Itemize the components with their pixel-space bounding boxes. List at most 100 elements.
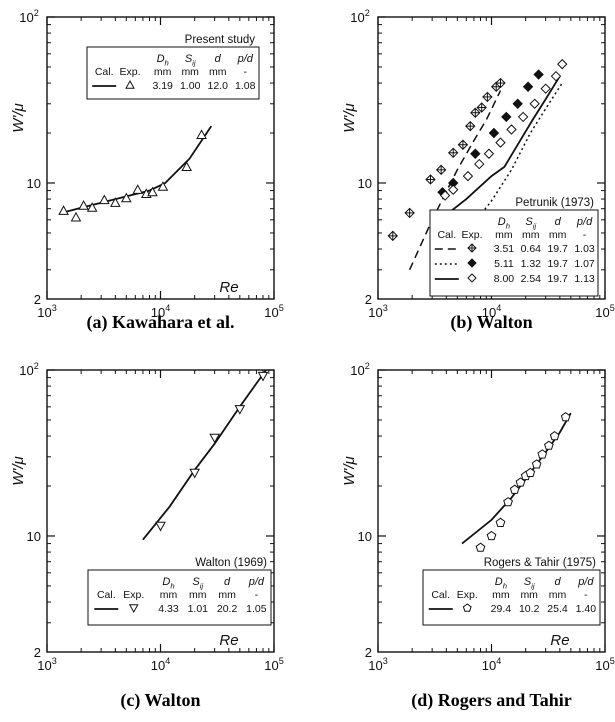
data-point — [549, 430, 560, 441]
legend-header: Cal. — [95, 66, 114, 78]
legend-value: 10.2 — [519, 603, 540, 615]
y-tick-label: 102 — [19, 8, 39, 25]
legend-header: - — [255, 589, 259, 601]
legend-header: mm — [492, 589, 510, 601]
legend-header: Dh — [157, 53, 169, 67]
data-point — [120, 192, 132, 203]
legend-header: mm — [218, 589, 236, 601]
chart-panel-3: 103 104 105 2 10 102 Re W'/μ Walton (1969) Cal. Ex… — [10, 361, 284, 711]
legend-value: 4.33 — [158, 603, 179, 615]
legend-header: Dh — [498, 216, 510, 230]
y-axis: 2 10 102 — [350, 361, 605, 660]
y-tick-label: 10 — [358, 529, 372, 544]
legend-header: d — [554, 576, 561, 588]
data-point — [501, 111, 512, 123]
data-point — [196, 129, 207, 139]
legend-header: p/d — [237, 53, 254, 65]
legend-header: Sij — [525, 216, 536, 230]
legend-value: 1.03 — [574, 243, 595, 255]
legend-header: Dh — [162, 576, 174, 590]
legend-value: 1.00 — [180, 80, 201, 92]
series-line — [142, 369, 267, 541]
legend-value: 0.64 — [521, 243, 542, 255]
legend-header: Exp. — [457, 589, 478, 601]
data-point — [448, 184, 459, 195]
panel-caption: (b) Walton — [450, 312, 532, 333]
legend-title: Walton (1969) — [195, 557, 267, 569]
x-axis-label: Re — [219, 632, 238, 649]
legend-value: 1.07 — [574, 258, 595, 270]
legend-value: 1.05 — [246, 603, 267, 615]
data-point — [181, 161, 193, 171]
legend-marker — [462, 603, 472, 612]
x-axis-label: Re — [550, 632, 569, 649]
x-tick-label: 105 — [595, 303, 615, 320]
data-point — [157, 181, 169, 191]
data-point — [109, 197, 121, 207]
legend-box — [429, 209, 599, 297]
legend-header: mm — [181, 66, 199, 78]
legend-value: 12.0 — [208, 80, 229, 92]
legend-marker — [128, 604, 139, 614]
legend-value: 1.13 — [574, 273, 595, 285]
series-group — [387, 58, 568, 271]
legend-header: - — [584, 589, 588, 601]
data-point — [155, 521, 166, 532]
y-tick-label: 102 — [350, 8, 370, 25]
data-point — [533, 69, 544, 80]
data-point — [517, 111, 529, 123]
data-point — [495, 77, 506, 89]
legend-header: Dh — [495, 576, 507, 590]
data-point — [234, 405, 246, 415]
legend-marker — [467, 258, 477, 268]
data-point — [488, 127, 500, 139]
legend-header: p/d — [576, 216, 593, 228]
data-point — [475, 542, 486, 552]
legend-marker — [125, 79, 135, 89]
legend: Rogers & Tahir (1975)Cal. Exp.DhmmSijmmdm… — [422, 557, 601, 626]
data-point — [560, 411, 571, 422]
legend-box — [86, 46, 260, 100]
legend-header: Exp. — [123, 589, 144, 601]
x-tick-label: 105 — [264, 303, 284, 320]
data-point — [540, 83, 551, 94]
y-axis-label: W'/μ — [341, 456, 358, 485]
data-point — [506, 124, 517, 135]
data-point — [531, 459, 542, 469]
legend-value: 5.11 — [494, 258, 514, 270]
y-tick-label: 2 — [365, 292, 372, 307]
panel-caption: (a) Kawahara et al. — [87, 312, 235, 333]
data-point — [58, 205, 69, 215]
legend-header: Sij — [185, 53, 196, 67]
data-point — [78, 200, 89, 210]
data-point — [404, 207, 415, 219]
data-point — [435, 164, 447, 176]
y-axis: 2 10 102 — [19, 8, 274, 307]
x-tick-label: 104 — [482, 656, 502, 673]
x-tick-label: 103 — [37, 656, 57, 673]
y-tick-label: 10 — [27, 529, 41, 544]
legend-title: Present study — [185, 34, 256, 46]
legend-header: mm — [189, 589, 207, 601]
x-tick-label: 105 — [595, 656, 615, 673]
legend-header: mm — [495, 229, 513, 241]
legend-header: mm — [520, 589, 538, 601]
data-point — [482, 91, 493, 103]
data-point — [557, 58, 568, 70]
data-point — [550, 70, 562, 82]
data-point — [470, 107, 481, 118]
legend-value: 3.19 — [152, 80, 173, 92]
data-point — [525, 467, 536, 477]
legend-value: 29.4 — [491, 603, 512, 615]
data-point — [457, 139, 469, 150]
y-axis-label: W'/μ — [341, 103, 358, 132]
panel-caption: (c) Walton — [120, 690, 200, 711]
legend-marker — [467, 273, 477, 283]
data-point — [209, 433, 221, 444]
series-line — [408, 90, 502, 271]
legend-header: d — [555, 216, 562, 228]
data-point — [448, 147, 459, 159]
data-point — [98, 194, 110, 205]
